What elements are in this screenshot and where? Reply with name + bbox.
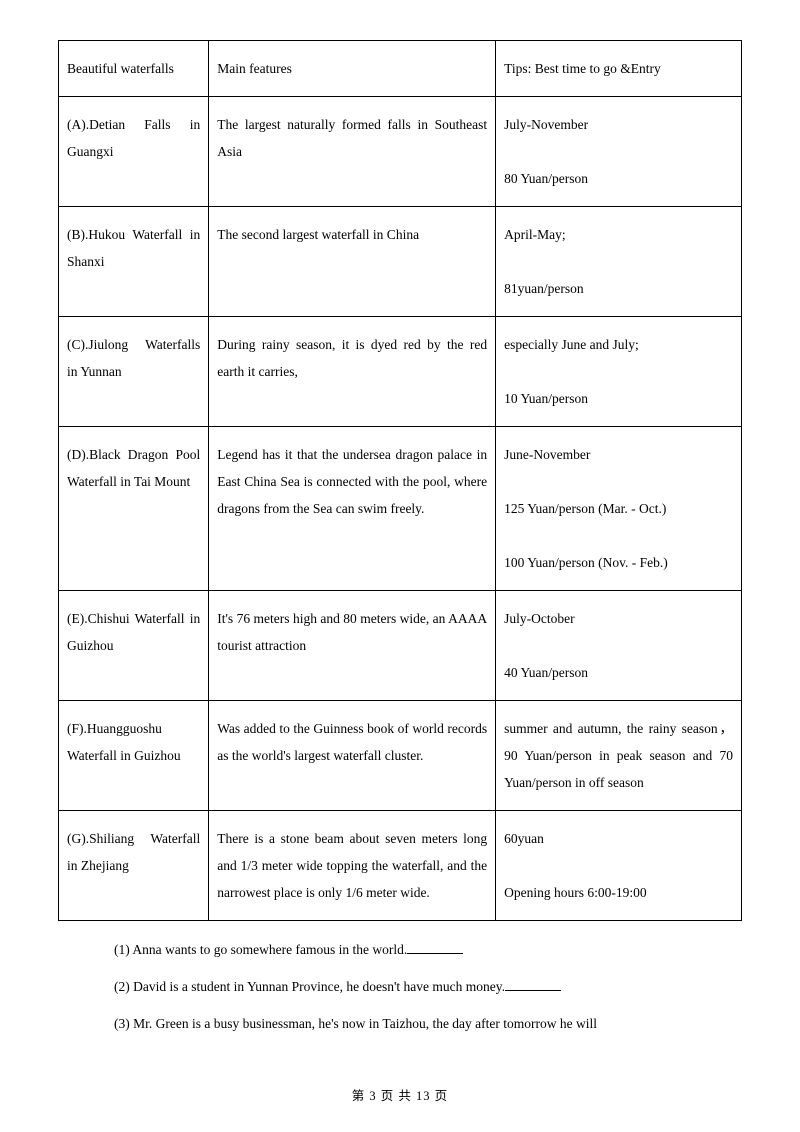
table-row: (C).Jiulong Waterfalls in Yunnan During … [59, 317, 742, 427]
waterfalls-table: Beautiful waterfalls Main features Tips:… [58, 40, 742, 921]
table-row: (A).Detian Falls in Guangxi The largest … [59, 97, 742, 207]
table-row: (D).Black Dragon Pool Waterfall in Tai M… [59, 427, 742, 591]
cell-name: (B).Hukou Waterfall in Shanxi [59, 207, 209, 317]
cell-features: During rainy season, it is dyed red by t… [209, 317, 496, 427]
questions-block: (1) Anna wants to go somewhere famous in… [58, 939, 742, 1036]
cell-tips: especially June and July;10 Yuan/person [496, 317, 742, 427]
header-tips: Tips: Best time to go &Entry [496, 41, 742, 97]
cell-features: The largest naturally formed falls in So… [209, 97, 496, 207]
cell-tips: summer and autumn, the rainy season，90 Y… [496, 701, 742, 811]
table-row: (B).Hukou Waterfall in Shanxi The second… [59, 207, 742, 317]
cell-name: (A).Detian Falls in Guangxi [59, 97, 209, 207]
cell-name: (D).Black Dragon Pool Waterfall in Tai M… [59, 427, 209, 591]
cell-tips: April-May;81yuan/person [496, 207, 742, 317]
cell-tips: June-November125 Yuan/person (Mar. - Oct… [496, 427, 742, 591]
cell-features: Was added to the Guinness book of world … [209, 701, 496, 811]
cell-name: (F).Huangguoshu Waterfall in Guizhou [59, 701, 209, 811]
cell-features: There is a stone beam about seven meters… [209, 811, 496, 921]
question-text: (2) David is a student in Yunnan Provinc… [114, 979, 505, 994]
header-waterfalls: Beautiful waterfalls [59, 41, 209, 97]
table-row: (G).Shiliang Waterfall in Zhejiang There… [59, 811, 742, 921]
cell-features: Legend has it that the undersea dragon p… [209, 427, 496, 591]
question-2: (2) David is a student in Yunnan Provinc… [114, 976, 742, 999]
page-content: Beautiful waterfalls Main features Tips:… [0, 0, 800, 1080]
cell-features: It's 76 meters high and 80 meters wide, … [209, 591, 496, 701]
question-1: (1) Anna wants to go somewhere famous in… [114, 939, 742, 962]
blank-line [407, 953, 463, 954]
cell-features: The second largest waterfall in China [209, 207, 496, 317]
cell-name: (C).Jiulong Waterfalls in Yunnan [59, 317, 209, 427]
question-text: (3) Mr. Green is a busy businessman, he'… [114, 1016, 597, 1031]
cell-tips: 60yuanOpening hours 6:00-19:00 [496, 811, 742, 921]
cell-name: (G).Shiliang Waterfall in Zhejiang [59, 811, 209, 921]
header-features: Main features [209, 41, 496, 97]
cell-name: (E).Chishui Waterfall in Guizhou [59, 591, 209, 701]
table-header-row: Beautiful waterfalls Main features Tips:… [59, 41, 742, 97]
table-row: (F).Huangguoshu Waterfall in Guizhou Was… [59, 701, 742, 811]
cell-tips: July-November80 Yuan/person [496, 97, 742, 207]
cell-tips: July-October40 Yuan/person [496, 591, 742, 701]
question-text: (1) Anna wants to go somewhere famous in… [114, 942, 407, 957]
page-footer: 第 3 页 共 13 页 [0, 1085, 800, 1104]
table-row: (E).Chishui Waterfall in Guizhou It's 76… [59, 591, 742, 701]
question-3: (3) Mr. Green is a busy businessman, he'… [114, 1013, 742, 1036]
blank-line [505, 990, 561, 991]
